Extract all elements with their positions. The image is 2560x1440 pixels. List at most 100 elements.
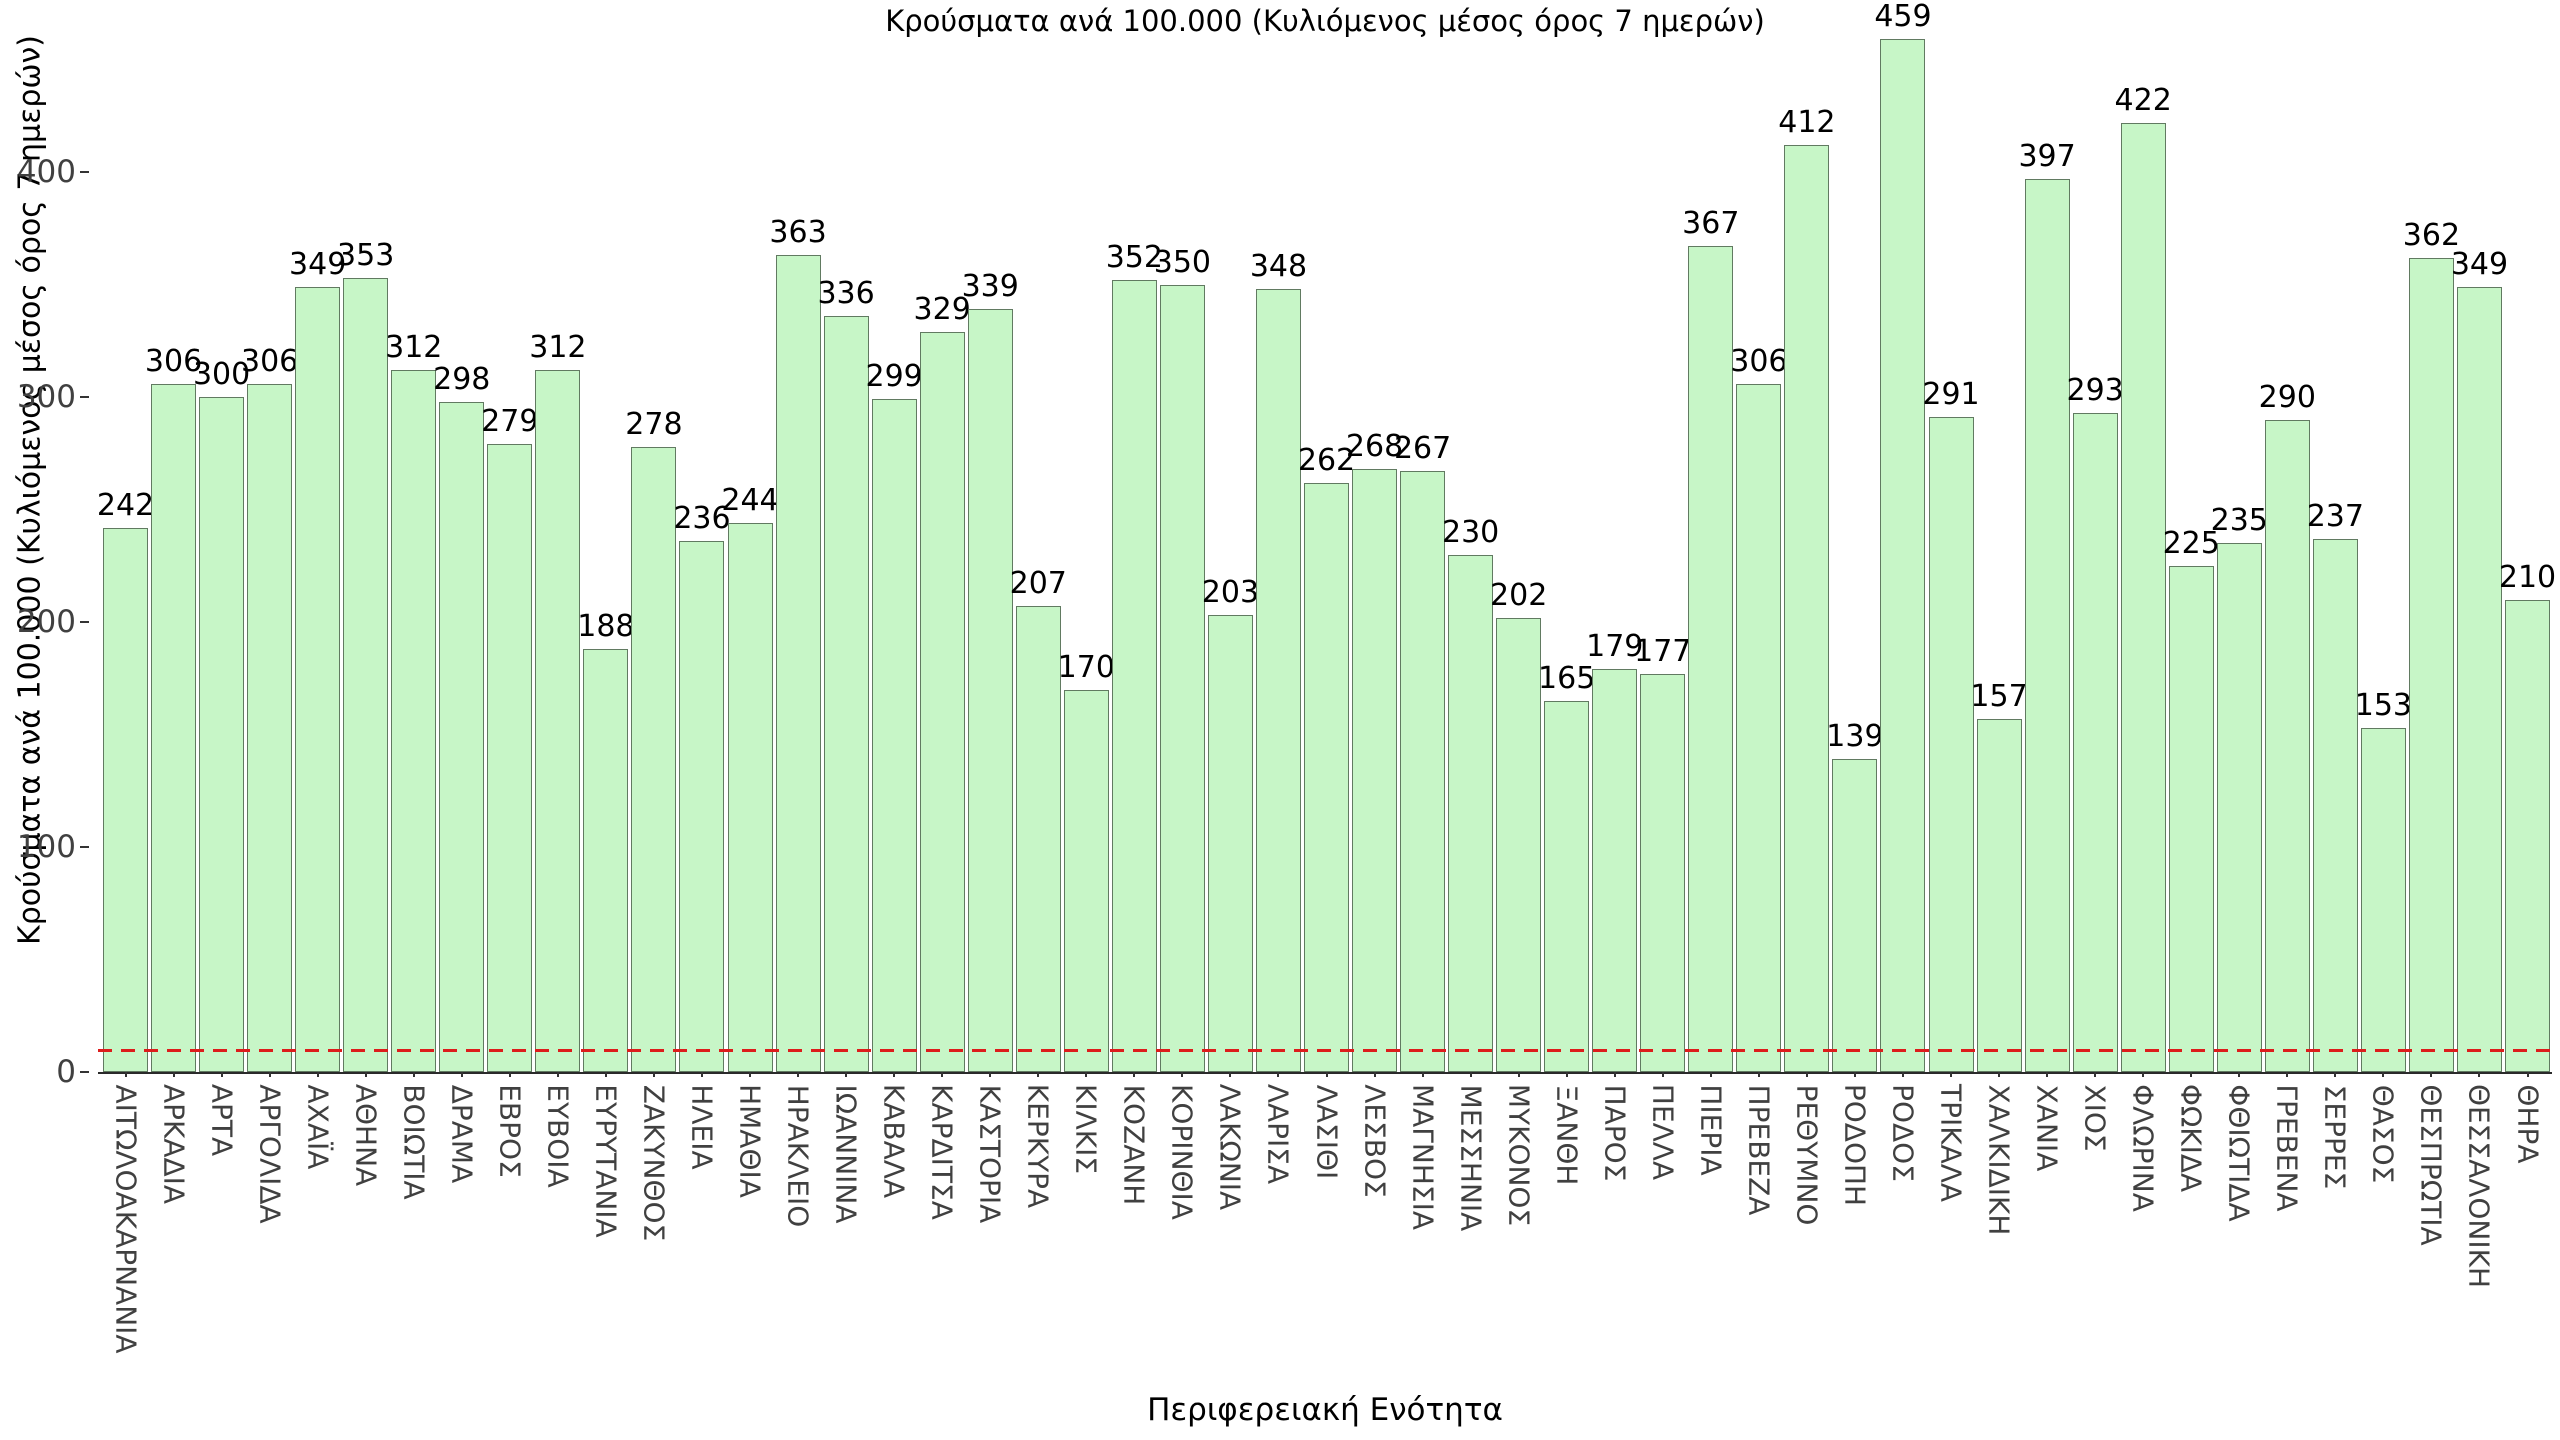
x-tick-mark: [1853, 1072, 1856, 1077]
x-tick-label: ΗΡΑΚΛΕΙΟ: [781, 1084, 815, 1227]
x-tick-mark: [2094, 1072, 2097, 1077]
x-tick-mark: [460, 1072, 463, 1077]
x-tick-label: ΧΙΟΣ: [2078, 1083, 2112, 1152]
x-tick-mark: [1085, 1072, 1088, 1077]
bar: [2360, 727, 2406, 1072]
y-tick-label: 0: [56, 1054, 76, 1090]
x-tick-label: ΦΛΩΡΙΝΑ: [2126, 1084, 2160, 1212]
x-tick-label: ΑΙΤΩΛΟΑΚΑΡΝΑΝΙΑ: [109, 1083, 142, 1354]
bar: [1255, 289, 1301, 1072]
bar: [1304, 482, 1349, 1072]
bar-value-label: 352: [1105, 240, 1163, 275]
chart-title: Κρούσματα ανά 100.000 (Κυλιόμενος μέσος …: [885, 4, 1765, 38]
bar: [679, 541, 725, 1072]
x-tick-mark: [2046, 1072, 2049, 1077]
bar-value-label: 225: [2162, 525, 2220, 561]
bar-value-label: 210: [2498, 559, 2557, 595]
bar: [2216, 543, 2262, 1072]
x-tick-mark: [508, 1072, 511, 1077]
bar: [391, 370, 437, 1072]
bar-value-label: 353: [337, 237, 395, 273]
bar-value-label: 203: [1201, 575, 1260, 611]
bar-value-label: 267: [1393, 431, 1452, 467]
x-tick-label: ΘΕΣΠΡΩΤΙΑ: [2414, 1083, 2448, 1246]
bar-value-label: 202: [1490, 577, 1548, 613]
bar-value-label: 237: [2306, 498, 2364, 534]
y-tick-label: 100: [16, 829, 76, 865]
bar: [247, 383, 293, 1072]
bar: [2072, 412, 2118, 1072]
x-tick-mark: [2382, 1072, 2385, 1077]
x-tick-mark: [1421, 1072, 1424, 1077]
x-tick-mark: [412, 1072, 415, 1077]
x-tick-mark: [845, 1072, 848, 1077]
bar-value-label: 348: [1249, 249, 1308, 284]
x-tick-label: ΚΕΡΚΥΡΑ: [1021, 1083, 1055, 1209]
x-tick-mark: [1469, 1072, 1472, 1077]
bar: [439, 401, 485, 1072]
x-tick-label: ΤΡΙΚΑΛΑ: [1934, 1083, 1968, 1203]
x-tick-label: ΘΑΣΟΣ: [2366, 1084, 2400, 1183]
bar-value-label: 179: [1586, 629, 1644, 665]
x-tick-label: ΡΟΔΟΠΗ: [1838, 1083, 1872, 1207]
x-tick-label: ΑΡΤΑ: [205, 1083, 239, 1157]
bar: [727, 523, 773, 1072]
bar-value-label: 242: [96, 487, 155, 523]
bar-value-label: 336: [817, 276, 875, 311]
x-tick-label: ΠΕΛΛΑ: [1646, 1083, 1680, 1181]
bar-value-label: 230: [1441, 514, 1500, 550]
bar: [1448, 554, 1494, 1072]
bar: [1352, 469, 1398, 1072]
x-tick-label: ΠΑΡΟΣ: [1598, 1084, 1632, 1181]
x-tick-mark: [1709, 1072, 1712, 1077]
bar-value-label: 459: [1874, 0, 1932, 35]
x-tick-mark: [1565, 1072, 1568, 1077]
x-tick-label: ΞΑΝΘΗ: [1550, 1084, 1584, 1185]
bar: [199, 397, 245, 1072]
x-tick-label: ΡΕΘΥΜΝΟ: [1790, 1084, 1824, 1225]
bar-value-label: 207: [1009, 566, 1067, 602]
bar-value-label: 290: [2258, 379, 2316, 415]
bar: [871, 399, 917, 1072]
bar: [919, 331, 965, 1072]
x-tick-mark: [1277, 1072, 1280, 1077]
bar: [1496, 617, 1542, 1072]
x-tick-label: ΚΟΡΙΝΘΙΑ: [1165, 1084, 1199, 1220]
bar-value-label: 363: [769, 215, 827, 251]
x-tick-label: ΛΕΣΒΟΣ: [1358, 1083, 1392, 1198]
x-tick-mark: [1181, 1072, 1184, 1077]
bar-value-label: 268: [1345, 429, 1404, 464]
y-tick-mark: [80, 1071, 89, 1073]
bar-value-label: 306: [1730, 343, 1788, 379]
x-tick-mark: [2334, 1072, 2337, 1077]
x-tick-label: ΑΡΓΟΛΙΔΑ: [253, 1083, 287, 1224]
bar-value-label: 153: [2354, 687, 2413, 723]
bar-value-label: 339: [961, 269, 1019, 305]
bar: [631, 446, 677, 1072]
bar: [1784, 145, 1830, 1072]
bar-value-label: 278: [625, 406, 683, 442]
x-tick-mark: [1037, 1072, 1040, 1077]
x-tick-label: ΕΥΡΥΤΑΝΙΑ: [589, 1083, 623, 1238]
x-tick-label: ΠΡΕΒΕΖΑ: [1742, 1084, 1776, 1215]
bar: [2456, 286, 2502, 1072]
x-tick-label: ΜΥΚΟΝΟΣ: [1502, 1083, 1536, 1227]
x-tick-mark: [893, 1072, 896, 1077]
y-tick-mark: [80, 171, 89, 173]
x-tick-mark: [1613, 1072, 1616, 1077]
bar-value-label: 349: [2450, 246, 2509, 282]
x-tick-label: ΛΑΡΙΣΑ: [1261, 1083, 1295, 1185]
bar-value-label: 157: [1970, 678, 2028, 714]
bar: [1063, 689, 1109, 1072]
bar-value-label: 349: [289, 246, 347, 282]
x-tick-label: ΜΑΓΝΗΣΙΑ: [1406, 1083, 1440, 1231]
x-tick-label: ΕΒΡΟΣ: [493, 1084, 527, 1178]
x-tick-mark: [1517, 1072, 1520, 1077]
bar: [1928, 417, 1974, 1072]
x-tick-mark: [1373, 1072, 1376, 1077]
x-tick-mark: [2238, 1072, 2241, 1077]
y-tick-label: 200: [16, 604, 76, 640]
bar-value-label: 312: [529, 330, 587, 365]
bar-value-label: 367: [1682, 206, 1740, 242]
y-tick-mark: [80, 621, 89, 623]
